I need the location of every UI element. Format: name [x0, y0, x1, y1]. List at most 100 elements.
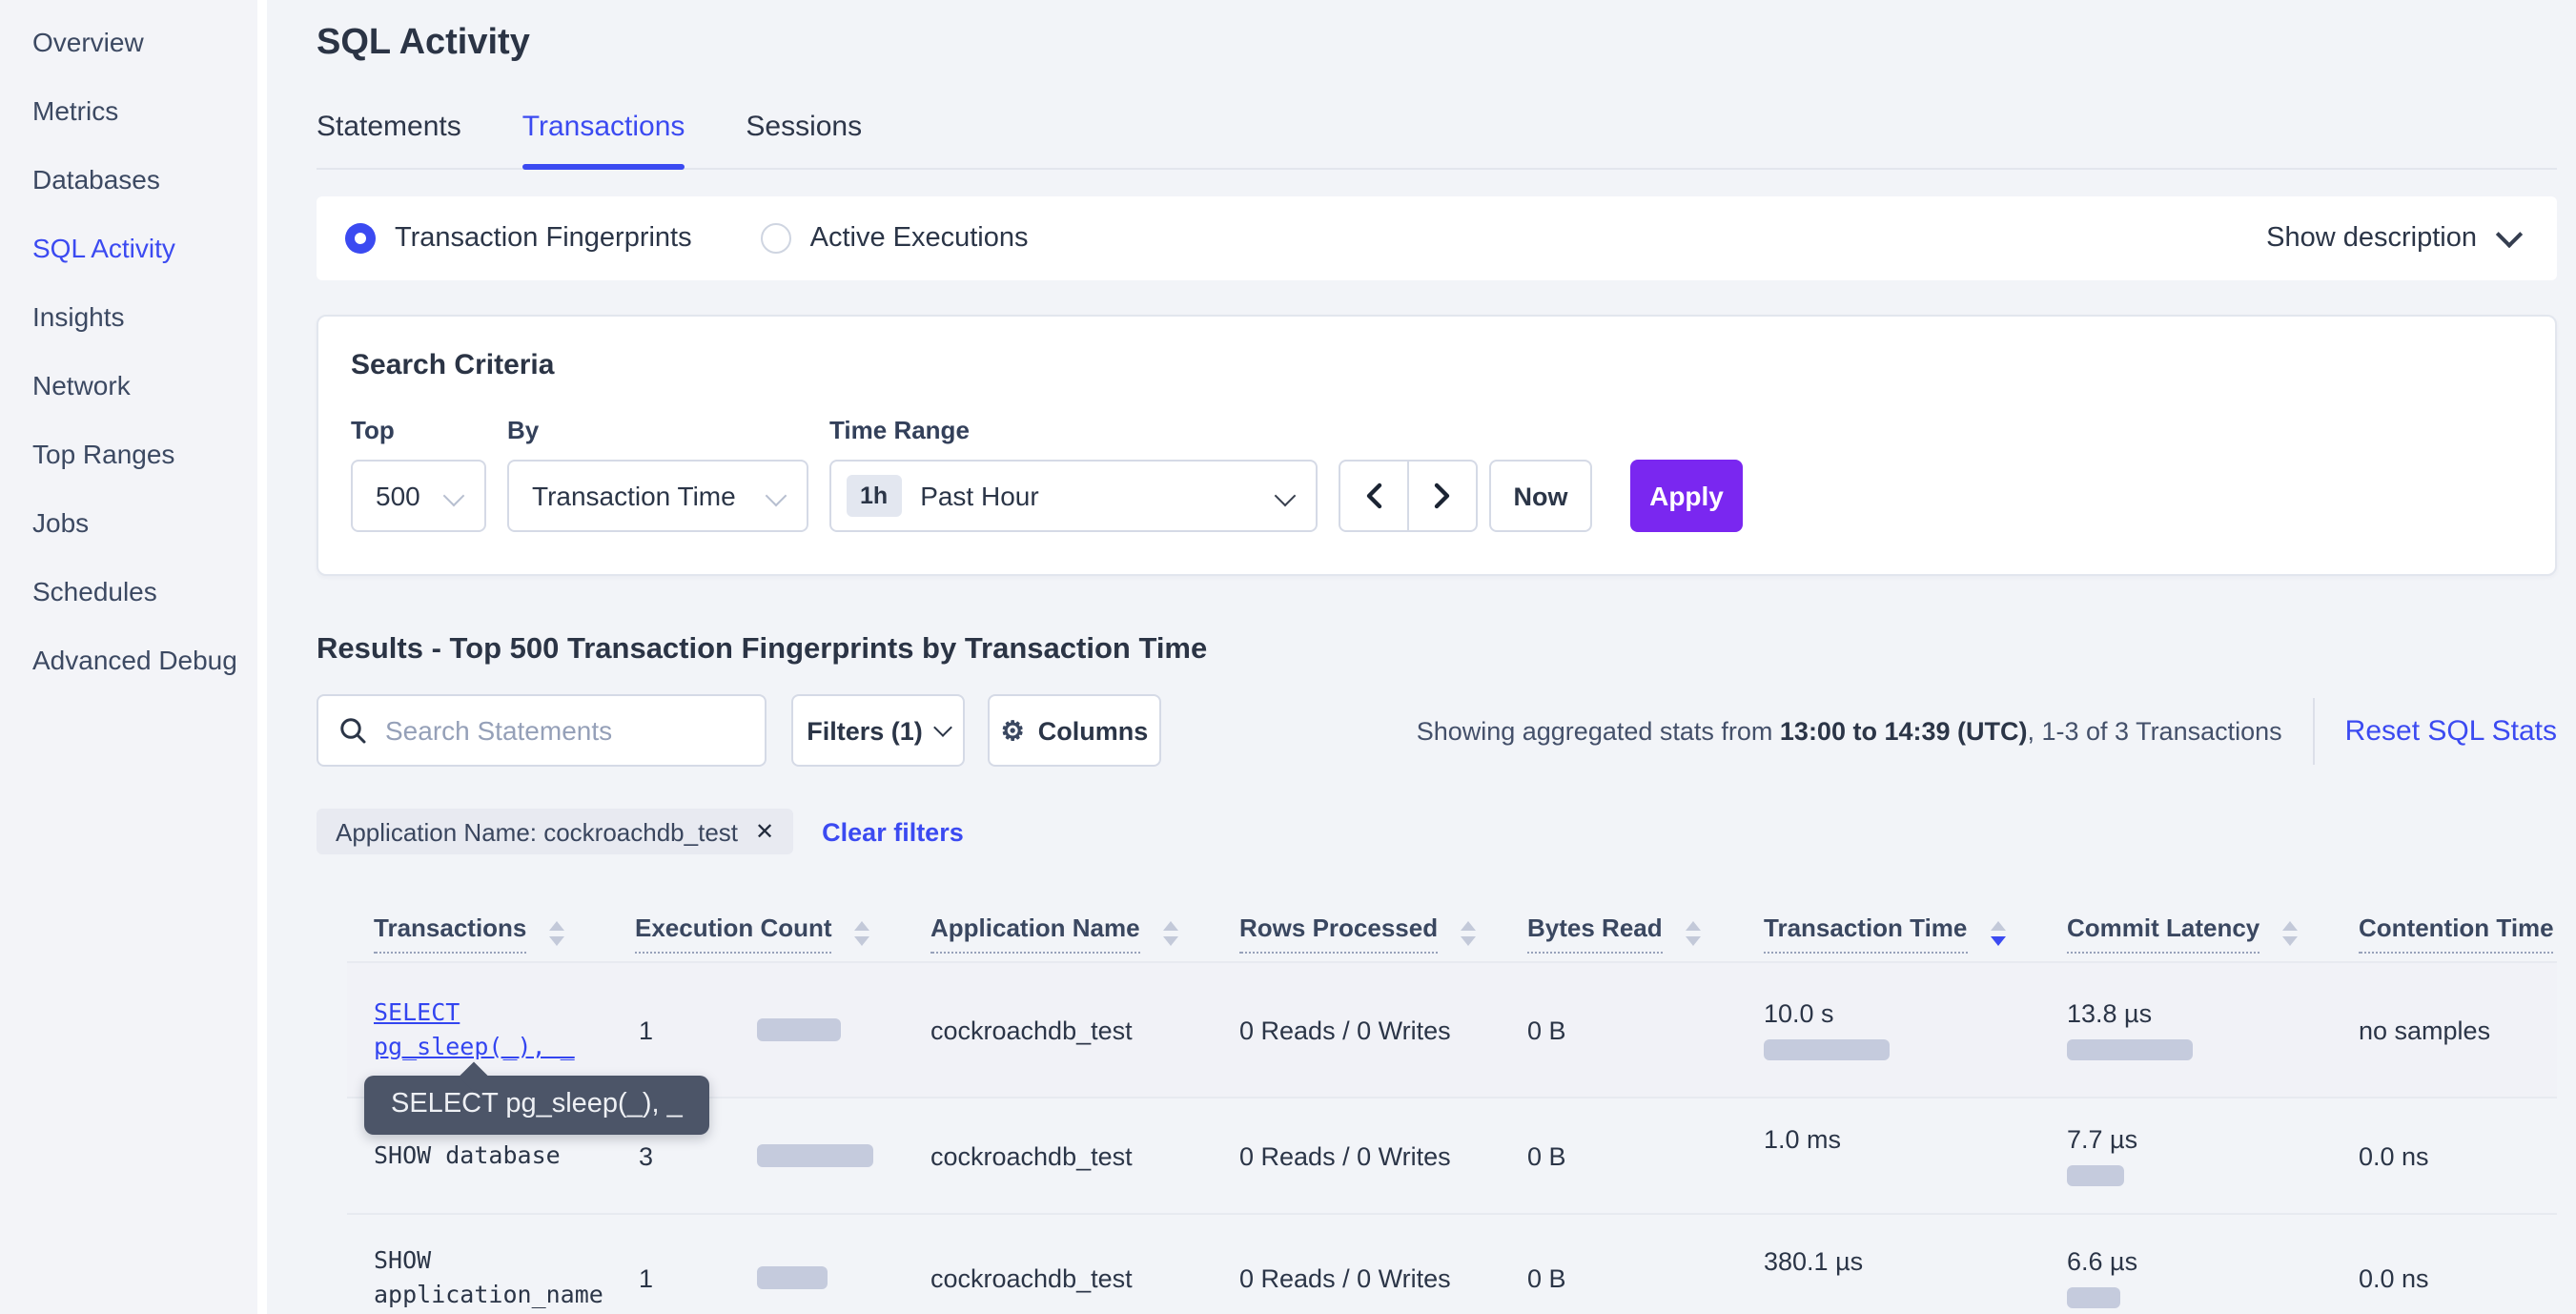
chevron-down-icon: [442, 484, 465, 507]
tab-sessions[interactable]: Sessions: [746, 111, 863, 143]
bytes-read-cell: 0 B: [1527, 1016, 1566, 1044]
bytes-read-cell: 0 B: [1527, 1263, 1566, 1292]
time-step-buttons: [1339, 460, 1478, 532]
sort-icon[interactable]: [2282, 920, 2299, 945]
sidebar-item-network[interactable]: Network: [32, 370, 131, 400]
top-select-value: 500: [376, 481, 420, 511]
chevron-right-icon: [1434, 482, 1450, 509]
column-header-contention-time: Contention Time: [2332, 913, 2557, 953]
by-select-value: Transaction Time: [532, 481, 736, 511]
search-criteria-card: Search Criteria Top 500 By Transaction T…: [317, 315, 2557, 576]
page-title: SQL Activity: [317, 23, 530, 63]
contention-time-cell: no samples: [2359, 1016, 2491, 1044]
transactions-table: Transactions Execution Count Application…: [347, 904, 2557, 1314]
show-description-label: Show description: [2266, 223, 2477, 254]
statement-tooltip: SELECT pg_sleep(_), _: [364, 1076, 709, 1135]
column-header-execution-count: Execution Count: [608, 913, 904, 953]
commit-latency-cell: 7.7 µs: [2040, 1098, 2332, 1213]
sort-icon[interactable]: [549, 920, 565, 945]
time-range-group: Time Range 1h Past Hour: [808, 416, 1318, 532]
column-header-transactions: Transactions: [347, 913, 608, 953]
sort-icon[interactable]: [854, 920, 870, 945]
sidebar-item-metrics[interactable]: Metrics: [32, 95, 119, 126]
column-header-bytes-read: Bytes Read: [1501, 913, 1737, 953]
columns-button-label: Columns: [1037, 716, 1149, 745]
commit-latency-cell: 6.6 µs: [2040, 1215, 2332, 1314]
search-icon: [340, 718, 366, 744]
column-header-application-name: Application Name: [904, 913, 1213, 953]
transaction-fingerprint-link[interactable]: SHOW application_name: [374, 1245, 603, 1308]
contention-time-cell: 0.0 ns: [2359, 1263, 2429, 1292]
tab-statements[interactable]: Statements: [317, 111, 461, 143]
sidebar-item-overview[interactable]: Overview: [32, 27, 144, 57]
by-select[interactable]: Transaction Time: [507, 460, 808, 532]
apply-button[interactable]: Apply: [1630, 460, 1743, 532]
commit-latency-bar: [2067, 1165, 2124, 1186]
table-row: SELECT pg_sleep(_), _ 1 cockroachdb_test…: [347, 961, 2557, 1135]
chevron-down-icon: [932, 718, 952, 737]
show-description-toggle[interactable]: Show description: [2266, 220, 2524, 254]
stats-time-range: 13:00 to 14:39 (UTC): [1779, 716, 2028, 745]
sort-icon[interactable]: [1162, 920, 1178, 945]
transaction-time-cell: 380.1 µs: [1764, 1247, 1864, 1276]
application-name-cell: cockroachdb_test: [930, 1016, 1133, 1044]
time-range-value: Past Hour: [920, 481, 1039, 511]
sidebar-item-jobs[interactable]: Jobs: [32, 507, 90, 538]
reset-sql-stats-link[interactable]: Reset SQL Stats: [2312, 697, 2557, 764]
execution-count-bar: [757, 1018, 841, 1041]
time-range-badge: 1h: [847, 475, 902, 517]
remove-filter-icon[interactable]: ✕: [755, 818, 775, 845]
transaction-fingerprint-link[interactable]: SHOW database: [374, 1140, 561, 1169]
sidebar-item-top-ranges[interactable]: Top Ranges: [32, 439, 175, 469]
columns-button[interactable]: ⚙ Columns: [988, 694, 1161, 767]
clear-filters-link[interactable]: Clear filters: [822, 817, 964, 846]
chevron-down-icon: [1274, 484, 1297, 507]
transaction-fingerprint-link[interactable]: SELECT pg_sleep(_), _: [374, 997, 575, 1060]
filter-chip: Application Name: cockroachdb_test ✕: [317, 809, 794, 854]
tab-transactions[interactable]: Transactions: [521, 111, 686, 170]
commit-latency-cell: 13.8 µs: [2040, 963, 2332, 1097]
sort-icon[interactable]: [1685, 920, 1701, 945]
time-range-select[interactable]: 1h Past Hour: [829, 460, 1318, 532]
sort-icon[interactable]: [1461, 920, 1477, 945]
sidebar-item-databases[interactable]: Databases: [32, 164, 160, 195]
sidebar-item-insights[interactable]: Insights: [32, 301, 125, 332]
execution-count-bar: [757, 1266, 828, 1289]
sidebar-item-schedules[interactable]: Schedules: [32, 576, 157, 606]
chevron-left-icon: [1366, 482, 1382, 509]
search-criteria-title: Search Criteria: [351, 349, 555, 381]
search-box: [317, 694, 767, 767]
tab-bar: Statements Transactions Sessions: [317, 111, 2557, 170]
sidebar-item-advanced-debug[interactable]: Advanced Debug: [32, 645, 237, 675]
execution-count-cell: 1: [608, 1215, 904, 1314]
radio-label-active-executions[interactable]: Active Executions: [809, 223, 1029, 254]
next-interval-button[interactable]: [1409, 462, 1476, 530]
transaction-time-bar: [1764, 1039, 1890, 1060]
table-header-row: Transactions Execution Count Application…: [347, 904, 2557, 961]
top-select[interactable]: 500: [351, 460, 486, 532]
results-heading: Results - Top 500 Transaction Fingerprin…: [317, 633, 1208, 666]
application-name-cell: cockroachdb_test: [930, 1263, 1133, 1292]
search-input[interactable]: [381, 713, 732, 748]
chevron-down-icon: [2495, 220, 2524, 249]
application-name-cell: cockroachdb_test: [930, 1141, 1133, 1170]
sort-icon-desc-active[interactable]: [1990, 920, 2006, 945]
execution-count-cell: 1: [608, 963, 904, 1097]
view-toggle-bar: Transaction Fingerprints Active Executio…: [317, 196, 2557, 280]
radio-label-transaction-fingerprints[interactable]: Transaction Fingerprints: [395, 223, 692, 254]
filter-chip-label: Application Name: cockroachdb_test: [336, 817, 739, 846]
time-range-label: Time Range: [829, 416, 970, 444]
contention-time-cell: 0.0 ns: [2359, 1141, 2429, 1170]
radio-transaction-fingerprints[interactable]: [345, 223, 376, 254]
execution-count-bar: [757, 1144, 873, 1167]
filters-button[interactable]: Filters (1): [791, 694, 965, 767]
now-button[interactable]: Now: [1489, 460, 1592, 532]
top-group: Top 500: [351, 416, 486, 532]
previous-interval-button[interactable]: [1340, 462, 1409, 530]
radio-active-executions[interactable]: [760, 223, 791, 254]
transaction-time-cell: 1.0 ms: [1764, 1125, 1842, 1154]
commit-latency-bar: [2067, 1287, 2120, 1308]
column-header-transaction-time: Transaction Time: [1737, 913, 2040, 953]
bytes-read-cell: 0 B: [1527, 1141, 1566, 1170]
sidebar-item-sql-activity[interactable]: SQL Activity: [32, 233, 175, 263]
